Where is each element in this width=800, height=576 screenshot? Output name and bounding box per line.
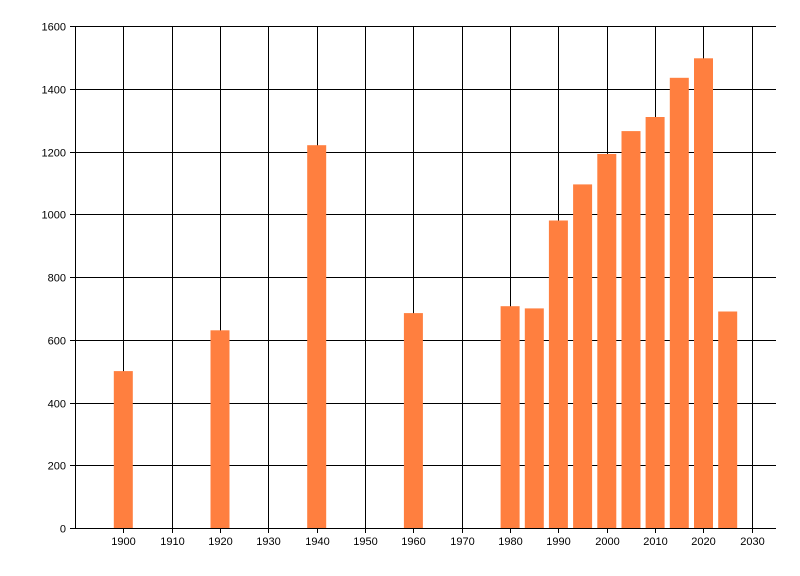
bar <box>210 330 230 528</box>
bar <box>621 131 641 528</box>
bar <box>718 311 738 528</box>
y-tick-label: 800 <box>48 273 66 285</box>
x-tick-label: 2030 <box>740 536 764 548</box>
x-tick-label: 2000 <box>595 536 619 548</box>
x-tick-label: 1900 <box>111 536 135 548</box>
y-tick-labels: 0 200 400 600 800 1000 1200 1400 1600 <box>42 22 66 536</box>
y-tick-label: 1600 <box>42 22 66 34</box>
x-tick-label: 1970 <box>450 536 474 548</box>
x-tick-label: 1980 <box>498 536 522 548</box>
bar <box>597 154 617 528</box>
bar <box>113 371 133 528</box>
bar <box>645 117 665 528</box>
x-tick-label: 1940 <box>305 536 329 548</box>
bar <box>500 306 520 528</box>
axes <box>70 26 776 533</box>
x-tick-label: 1950 <box>353 536 377 548</box>
bar <box>548 220 568 528</box>
x-tick-label: 2020 <box>691 536 715 548</box>
y-tick-label: 1200 <box>42 148 66 160</box>
x-tick-label: 1990 <box>546 536 570 548</box>
y-tick-label: 600 <box>48 336 66 348</box>
bar <box>669 77 689 529</box>
x-tick-label: 1910 <box>160 536 184 548</box>
bar <box>524 308 544 528</box>
bar <box>403 313 423 528</box>
y-tick-label: 400 <box>48 399 66 411</box>
x-tick-label: 1960 <box>401 536 425 548</box>
bar <box>573 184 593 528</box>
bars <box>113 58 738 529</box>
bar <box>307 145 327 528</box>
x-tick-label: 1920 <box>208 536 232 548</box>
x-tick-label: 1930 <box>256 536 280 548</box>
y-tick-label: 0 <box>60 524 66 536</box>
x-tick-label: 2010 <box>643 536 667 548</box>
y-tick-label: 200 <box>48 461 66 473</box>
y-tick-label: 1400 <box>42 85 66 97</box>
y-tick-label: 1000 <box>42 210 66 222</box>
bar <box>694 58 713 529</box>
x-tick-labels: 1900 1910 1920 1930 1940 1950 1960 1970 1980 1990… <box>111 536 764 548</box>
